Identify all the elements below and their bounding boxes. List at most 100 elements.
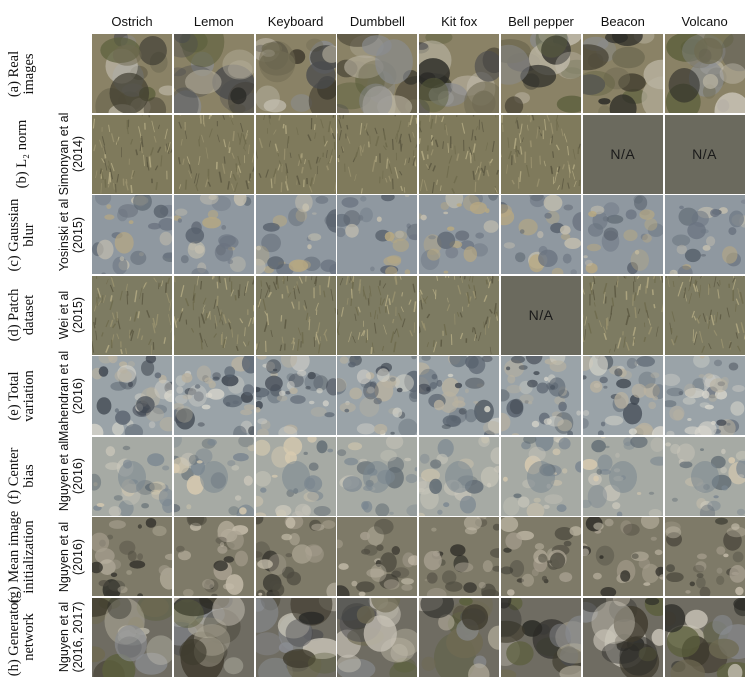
row-label-line: initialization [21,519,37,594]
row-citation-line: Nguyen et al [57,521,71,592]
row-citation: Simonyan et al (2014) [54,112,88,196]
row-label-line: network [21,613,37,661]
tile-texture [582,114,663,194]
tile-texture [255,34,336,113]
row-citation-line: Simonyan et al [57,112,71,196]
row-label-line: (g) Mean image [6,510,22,603]
row-label: (b) L₂ norm [4,114,40,194]
tile-texture [664,34,745,113]
image-tile-dumbbell [337,195,418,274]
row-citation: Wei et al (2015) [54,275,88,355]
image-tile-volcano [664,436,745,516]
image-tile-keyboard [255,195,336,274]
image-tile-bell-pepper [501,356,581,435]
image-tile-lemon [173,114,254,194]
image-tile-bell-pepper [501,436,581,516]
image-tile-lemon [173,517,254,596]
tile-texture [501,114,581,194]
row-label-line: (d) Patch [6,288,22,342]
tile-texture [501,517,581,596]
tile-texture [664,356,745,435]
tile-texture [582,517,663,596]
row-citation-line: Yosinski et al [57,198,71,271]
image-tile-lemon [173,195,254,274]
column-header-beacon: Beacon [600,14,645,29]
row-citation-line: (2015) [71,296,85,334]
image-tile-dumbbell [337,275,418,355]
row-label-line: bias [21,464,37,488]
tile-texture [501,356,581,435]
tile-texture [337,275,418,355]
tile-texture [173,114,254,194]
image-tile-volcano [664,356,745,435]
tile-texture [173,356,254,435]
row-label: (e) Total variation [4,356,40,436]
image-tile-kit-fox [419,275,500,355]
tile-texture [92,597,172,677]
column-header-lemon: Lemon [193,14,234,29]
image-tile-dumbbell [337,114,418,194]
image-tile-volcano [664,34,745,113]
tile-texture [173,597,254,677]
row-citation-line: (2014) [71,135,85,173]
image-tile-ostrich [92,34,172,113]
row-label-line: (h) Generator [6,597,22,677]
tile-texture [664,597,745,677]
column-header-dumbbell: Dumbbell [349,14,405,29]
row-label-line: (c) Gaussian [6,198,22,271]
tile-texture [419,114,500,194]
na-label: N/A [610,146,636,162]
image-tile-keyboard [255,517,336,596]
tile-texture [337,114,418,194]
tile-texture [582,275,663,355]
tile-texture [173,275,254,355]
tile-texture [419,597,500,677]
tile-texture [582,356,663,435]
tile-texture [255,195,336,274]
image-tile-kit-fox [419,356,500,435]
tile-texture [419,195,500,274]
tile-texture [501,34,581,113]
tile-texture [582,34,663,113]
image-tile-dumbbell [337,34,418,113]
tile-texture [173,517,254,596]
row-citation-line: (2015) [71,216,85,253]
tile-texture [255,597,336,677]
image-tile-kit-fox [419,34,500,113]
tile-texture [337,34,418,113]
tile-texture [337,436,418,516]
tile-texture [92,356,172,435]
tile-texture [582,597,663,677]
tile-texture [255,114,336,194]
tile-texture [92,517,172,596]
row-label: (h) Generator network [4,597,40,677]
tile-texture [255,517,336,596]
tile-texture [501,597,581,677]
tile-texture [92,195,172,274]
tile-texture [582,436,663,516]
row-label-line: dataset [21,294,37,336]
image-tile-lemon [173,275,254,355]
image-tile-volcano [664,517,745,596]
image-tile-volcano [664,195,745,274]
tile-texture [173,34,254,113]
row-citation: Nguyen et al (2016) [54,517,88,597]
row-citation-line: Mahendran et al [57,350,71,441]
column-header-volcano: Volcano [681,14,728,29]
image-tile-bell-pepper [501,517,581,596]
tile-texture [173,436,254,516]
tile-texture [92,275,172,355]
image-tile-bell-pepper [501,114,581,194]
tile-texture [501,436,581,516]
image-tile-beacon [582,436,663,516]
row-label: (a) Real images [4,34,40,114]
tile-texture [501,195,581,274]
column-header-keyboard: Keyboard [267,14,324,29]
tile-texture [582,195,663,274]
image-tile-ostrich [92,436,172,516]
na-label: N/A [692,146,718,162]
row-citation-line: (2016) [71,377,85,414]
row-citation-line: (2016) [71,457,85,495]
tile-texture [501,275,581,355]
image-tile-dumbbell [337,597,418,677]
